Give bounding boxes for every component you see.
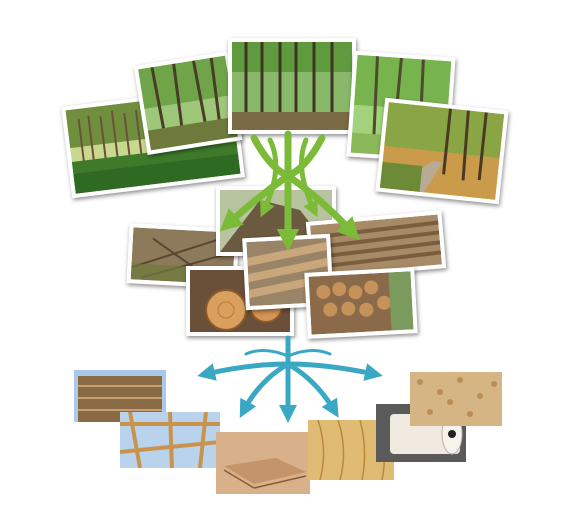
- blue-arrow-group: [197, 335, 383, 423]
- product-photo-plywood: [216, 432, 310, 494]
- forest-photo-spruce-stand: [228, 38, 356, 134]
- product-photo-wood-pellets: [410, 372, 502, 426]
- timber-photo-firewood-stack: [304, 267, 418, 339]
- blue-arrow-right: [285, 361, 339, 418]
- blue-arrow-left: [239, 361, 291, 418]
- forest-photo-beech-woods: [133, 51, 243, 155]
- blue-arrow-far-right: [285, 361, 383, 381]
- blue-arrow-far-left: [197, 361, 291, 381]
- blue-arrow-upper-right: [286, 349, 332, 358]
- blue-arrow-upper-left: [244, 349, 290, 358]
- forest-photo-autumn-path: [375, 97, 509, 205]
- product-photo-roof-truss: [120, 412, 220, 468]
